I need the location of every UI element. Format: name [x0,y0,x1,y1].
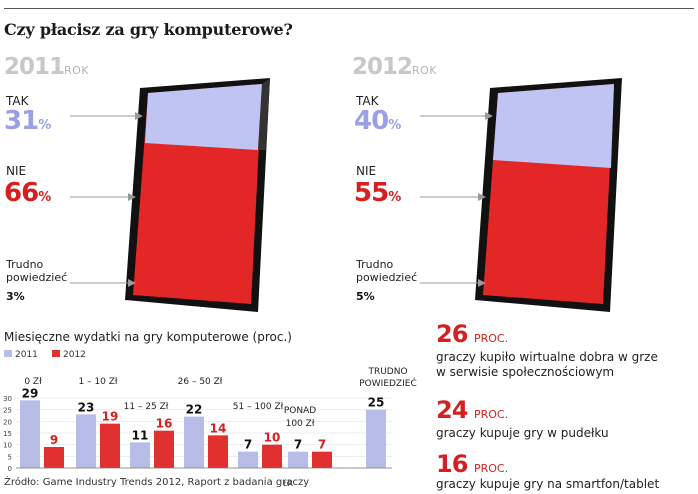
category-label-4: 26 – 50 Zł [178,377,223,387]
legend-label-2012: 2012 [63,350,86,360]
category-label-3: 11 – 25 Zł [124,402,169,412]
stat-2-text: graczy kupuje gry w pudełku [436,426,609,440]
y-tick-label: 0 [8,465,12,473]
bar-2011-1 [20,400,40,468]
stat-1-number: 26 [436,320,468,348]
bar-value-2012-4: 14 [210,421,227,435]
bar-value-2011-3: 11 [132,428,149,442]
bar-2011-2 [76,414,96,468]
tablet-2012-tak-fill [493,84,614,168]
tak-label-2012: TAK [356,94,379,108]
tablet-2011-tak-fill [145,84,262,150]
year-2011: 2011 [4,54,65,80]
bar-value-2012-2: 19 [102,410,119,424]
category-label-6: PONAD [284,406,316,416]
bar-value-2012-3: 16 [156,417,173,431]
bar-2011-4 [184,416,204,468]
bar-value-2012-6: 7 [318,438,326,452]
bar-value-2011-5: 7 [244,438,252,452]
nie-value-2012: 55% [354,178,402,208]
category-label-2: 1 – 10 Zł [79,377,118,387]
stat-1-text: graczy kupiło wirtualne dobra w grze w se… [436,350,658,379]
rok-label-2011: ROK [64,64,90,77]
bar-value-2011-1: 29 [22,386,39,400]
tablet-2011 [70,78,270,312]
top-rule [4,8,694,9]
nie-label-2011: NIE [6,164,27,178]
category-label-7: TRUDNO [367,367,407,377]
tablet-2012 [420,78,622,312]
source-note: Źródło: Game Industry Trends 2012, Rapor… [4,477,310,488]
rok-label-2012: ROK [412,64,438,77]
legend-label-2011: 2011 [15,350,38,360]
bar-2011-3 [130,442,150,468]
stat-2-number: 24 [436,396,468,424]
trudno-value-2011: 3% [6,290,25,303]
bar-value-2011-7: 25 [368,396,385,410]
bar-2012-4 [208,435,228,468]
bar-2011-6 [288,451,308,468]
bar-value-2011-2: 23 [78,400,95,414]
trudno-label-2011: Trudno powiedzieć [6,258,68,284]
bar-value-2012-1: 9 [50,433,58,447]
bar-2012-3 [154,430,174,468]
stat-3-text: graczy kupuje gry na smartfon/tablet [436,477,660,491]
trudno-label-2012: Trudno powiedzieć [356,258,418,284]
tak-value-2012: 40% [354,106,402,136]
bar-2011-5 [238,451,258,468]
bar-2012-5 [262,444,282,468]
bar-2011-7 [366,409,386,468]
stat-3-number: 16 [436,450,468,478]
tak-value-2011: 31% [4,106,52,136]
y-tick-label: 30 [3,395,12,403]
trudno-value-2012: 5% [356,290,375,303]
y-tick-label: 10 [3,442,12,450]
stat-1-unit: PROC. [474,332,509,345]
legend-swatch-2012 [52,350,60,357]
category-label-6: 100 Zł [286,419,315,429]
bar-2012-2 [100,423,120,468]
y-tick-label: 15 [3,430,12,438]
category-label-7: POWIEDZIEĆ [359,377,416,389]
legend-swatch-2011 [4,350,12,357]
y-tick-label: 5 [8,453,12,461]
chart-title: Miesięczne wydatki na gry komputerowe (p… [4,330,292,344]
bar-value-2011-4: 22 [186,403,203,417]
year-2012: 2012 [352,54,413,80]
bar-2012-1 [44,447,64,468]
page-title: Czy płacisz za gry komputerowe? [4,20,293,39]
author-credit: ŁR [283,479,294,488]
y-tick-label: 25 [3,407,12,415]
nie-label-2012: NIE [356,164,377,178]
tak-label-2011: TAK [6,94,29,108]
category-label-1: 0 Zł [24,377,42,387]
stat-3-unit: PROC. [474,462,509,475]
bar-value-2011-6: 7 [294,438,302,452]
category-label-5: 51 – 100 Zł [233,402,284,412]
y-tick-label: 20 [3,418,12,426]
nie-value-2011: 66% [4,178,52,208]
bar-value-2012-5: 10 [264,431,281,445]
bar-2012-6 [312,451,332,468]
stat-2-unit: PROC. [474,408,509,421]
